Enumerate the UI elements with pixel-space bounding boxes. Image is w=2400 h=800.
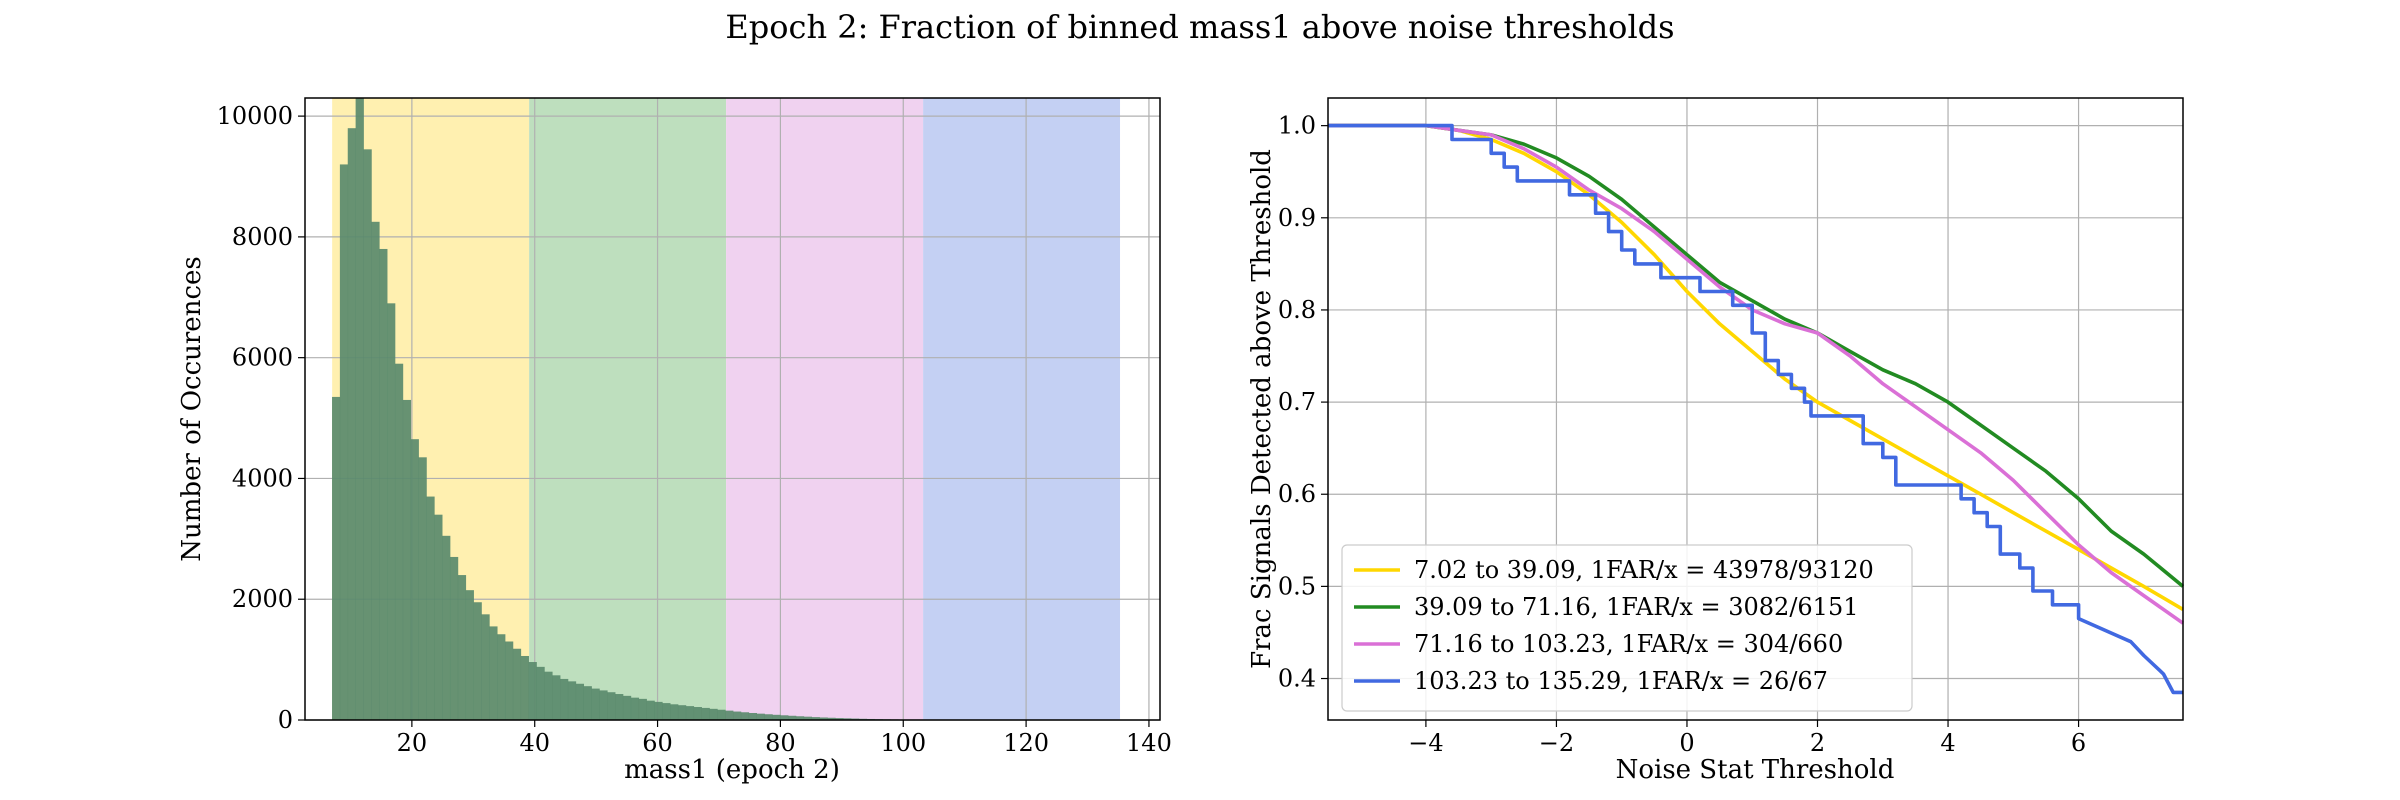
histogram-bar xyxy=(426,496,435,720)
histogram-bar xyxy=(575,683,585,720)
x-tick-label: 40 xyxy=(519,729,550,757)
histogram-bar xyxy=(371,221,380,720)
histogram-bar xyxy=(520,655,529,720)
histogram-bar xyxy=(803,716,813,720)
histogram-bar xyxy=(591,688,600,720)
histogram-bar xyxy=(434,514,443,720)
histogram-bar xyxy=(332,396,341,720)
histogram-bar xyxy=(835,718,844,720)
histogram-bar xyxy=(567,681,577,720)
histogram-bar xyxy=(725,710,734,720)
histogram-bar xyxy=(418,457,427,720)
histogram-bar xyxy=(638,698,647,720)
histogram-bar xyxy=(387,303,396,720)
histogram-bar xyxy=(442,535,451,720)
histogram-bar xyxy=(552,675,561,720)
histogram-bar xyxy=(764,714,773,720)
x-tick-label: 60 xyxy=(642,729,673,757)
x-tick-label: 140 xyxy=(1126,729,1172,757)
x-tick-label: 120 xyxy=(1003,729,1049,757)
histogram-bar xyxy=(339,164,349,720)
x-tick-label: 100 xyxy=(880,729,926,757)
figure-title: Epoch 2: Fraction of binned mass1 above … xyxy=(725,8,1675,46)
histogram-bar xyxy=(599,690,608,720)
histogram-bar xyxy=(709,708,718,720)
histogram-bar xyxy=(355,98,364,720)
histogram-bar xyxy=(748,712,757,720)
histogram-bar xyxy=(756,713,765,720)
histogram-bar xyxy=(717,709,726,720)
histogram-bar xyxy=(622,695,632,720)
histogram-bar xyxy=(363,149,372,721)
histogram-bar xyxy=(811,717,820,720)
histogram-bar xyxy=(677,705,687,720)
histogram-bar xyxy=(497,634,506,720)
histogram-bar xyxy=(843,718,852,720)
mass-bin-shade-3 xyxy=(726,98,924,720)
histogram-bar xyxy=(654,701,663,720)
histogram-bar xyxy=(701,707,710,720)
y-tick-label: 8000 xyxy=(232,223,293,251)
histogram-bar xyxy=(504,641,514,720)
histogram-ylabel: Number of Occurences xyxy=(177,256,207,561)
histogram-bar xyxy=(560,678,569,720)
histogram-bar xyxy=(795,716,805,720)
histogram-bar xyxy=(481,614,490,720)
histogram-bar xyxy=(607,692,616,720)
y-tick-label: 6000 xyxy=(232,344,293,372)
histogram-bar xyxy=(772,714,781,720)
histogram-bar xyxy=(693,707,702,720)
histogram-bar xyxy=(685,706,695,720)
y-tick-label: 4000 xyxy=(232,464,293,492)
histogram-bar xyxy=(630,697,640,720)
histogram-bar xyxy=(489,626,498,720)
histogram-bar xyxy=(740,712,750,720)
x-tick-label: 20 xyxy=(397,729,428,757)
y-tick-label: 10000 xyxy=(217,102,293,130)
histogram-bar xyxy=(536,666,545,720)
mass-bin-shade-2 xyxy=(529,98,727,720)
histogram-bar xyxy=(394,363,404,720)
histogram-bar xyxy=(512,648,522,720)
histogram-bar xyxy=(528,662,537,720)
histogram-bar xyxy=(544,671,553,720)
histogram-bar xyxy=(583,686,592,720)
histogram-bar xyxy=(615,694,624,720)
histogram-plot-frame xyxy=(304,97,1161,721)
histogram-bar xyxy=(465,590,474,720)
histogram-bar xyxy=(347,128,357,721)
histogram-bar xyxy=(788,715,797,720)
histogram-bar xyxy=(670,704,679,720)
y-tick-label: 2000 xyxy=(232,585,293,613)
x-tick-label: 80 xyxy=(765,729,796,757)
histogram-bar xyxy=(827,717,836,720)
histogram-bar xyxy=(402,399,412,720)
histogram-bar xyxy=(662,703,671,720)
histogram-xlabel: mass1 (epoch 2) xyxy=(624,755,840,785)
histogram-bar xyxy=(379,248,388,720)
histogram-bar xyxy=(410,439,419,720)
histogram-bar xyxy=(780,715,789,720)
histogram-bar xyxy=(646,700,655,720)
histogram-bar xyxy=(449,556,459,720)
mass-bin-shade-4 xyxy=(923,98,1121,720)
y-tick-label: 0 xyxy=(278,706,293,734)
histogram-bar xyxy=(819,717,828,720)
histogram-bar xyxy=(457,575,467,720)
histogram-bar xyxy=(732,711,742,720)
histogram-bar xyxy=(473,602,482,720)
